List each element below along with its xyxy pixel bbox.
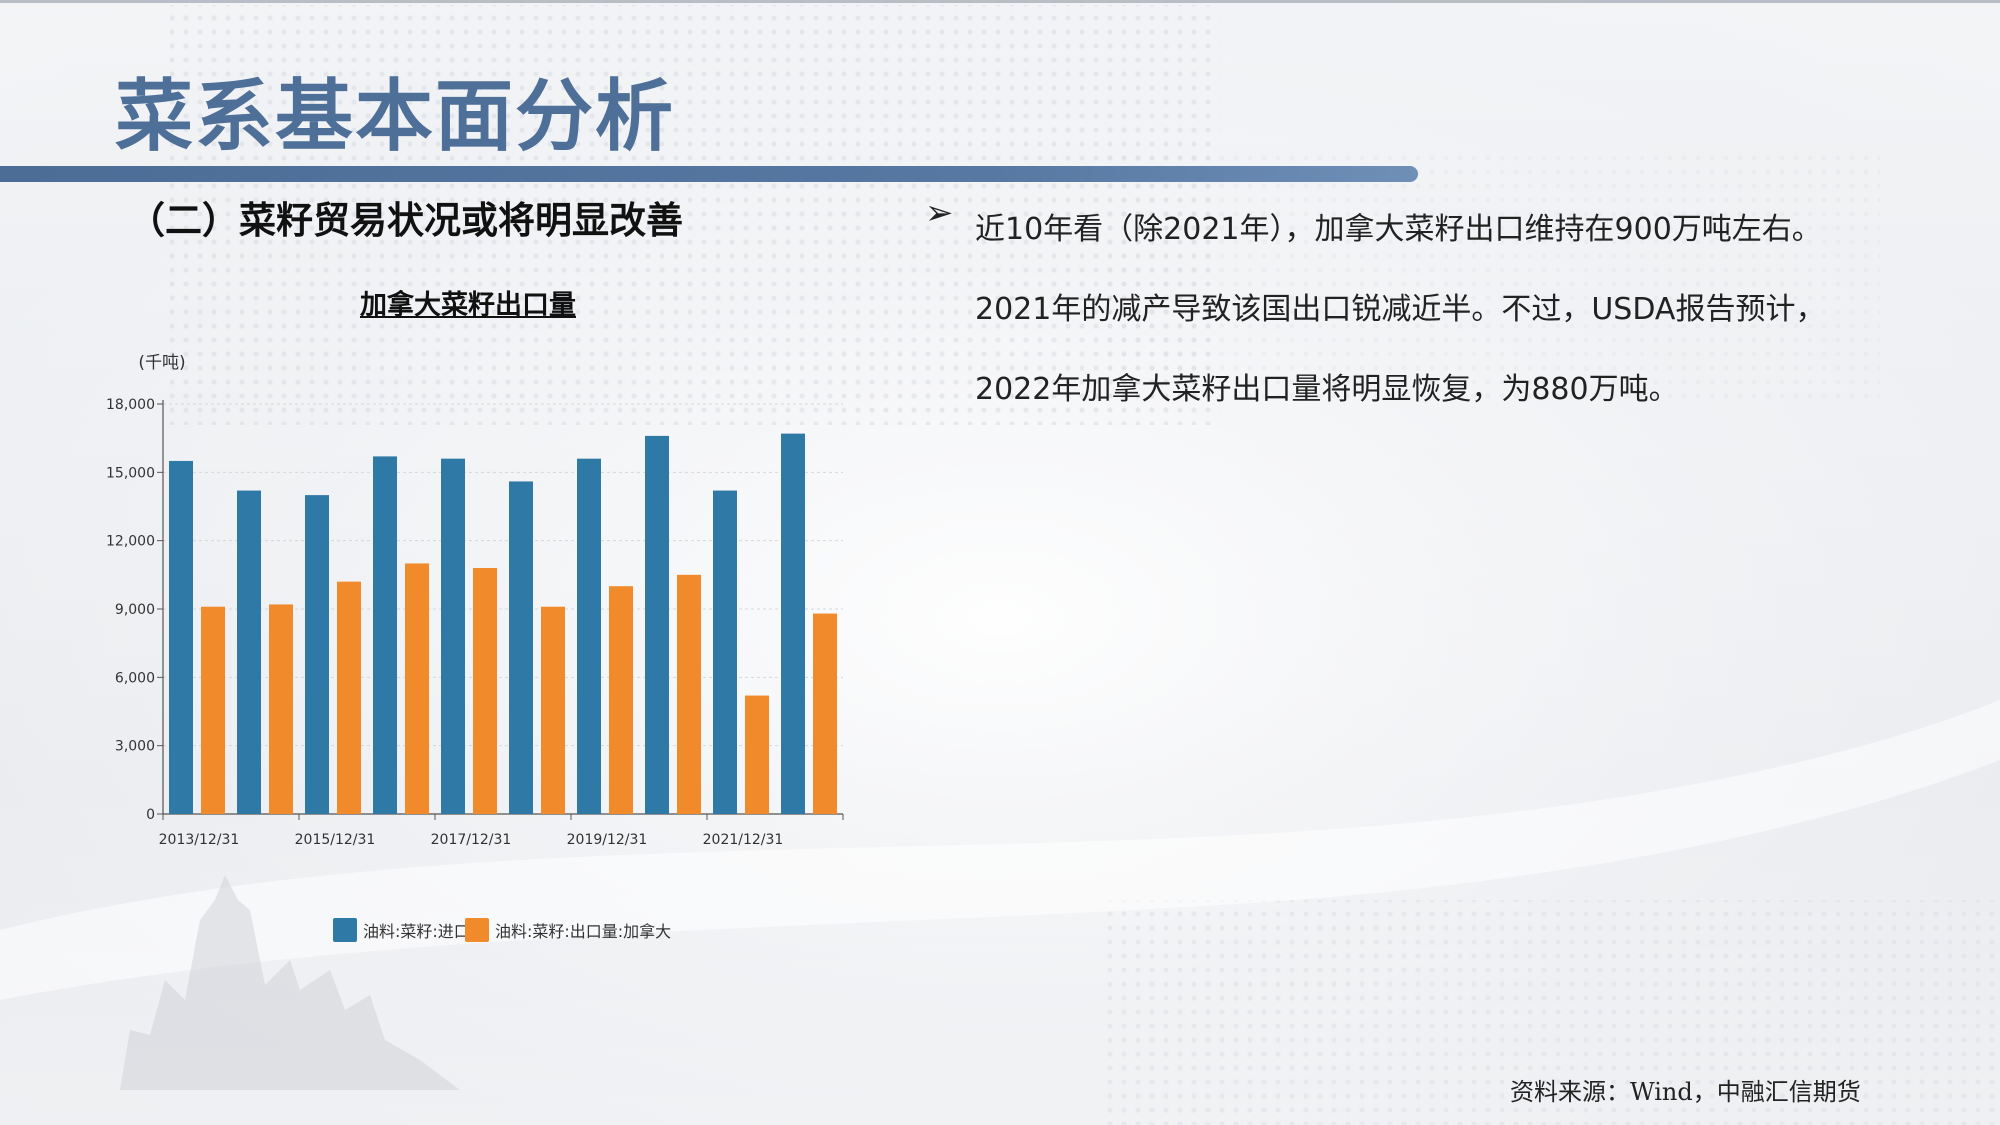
bar-series-1-9 — [781, 433, 805, 814]
y-axis-unit-label: (千吨) — [138, 353, 185, 373]
legend-swatch-2 — [465, 918, 489, 942]
bar-series-1-5 — [509, 481, 533, 814]
bar-series-1-8 — [713, 490, 737, 814]
bar-series-2-3 — [405, 563, 429, 814]
y-tick-label: 6,000 — [115, 670, 155, 686]
y-tick-label: 3,000 — [115, 739, 155, 755]
bar-series-1-7 — [645, 435, 669, 814]
bar-series-2-5 — [541, 606, 565, 814]
paragraph-line-1: 近10年看（除2021年），加拿大菜籽出口维持在900万吨左右。 — [975, 212, 1822, 247]
y-tick-label: 18,000 — [106, 397, 155, 413]
y-tick-label: 9,000 — [115, 602, 155, 618]
bar-series-2-1 — [269, 604, 293, 814]
x-tick-label: 2019/12/31 — [567, 832, 648, 848]
chart-bars — [169, 433, 837, 814]
legend-swatch-1 — [333, 918, 357, 942]
bar-series-2-7 — [677, 574, 701, 814]
bullet-arrow-icon: ➢ — [925, 193, 954, 233]
bar-series-2-9 — [813, 613, 837, 814]
y-tick-label: 15,000 — [106, 465, 155, 481]
top-border-line — [0, 0, 2000, 3]
y-tick-label: 12,000 — [106, 534, 155, 550]
bar-series-2-0 — [201, 606, 225, 814]
bar-series-1-4 — [441, 458, 465, 814]
data-source-note: 资料来源：Wind，中融汇信期货 — [1510, 1078, 1861, 1106]
analysis-paragraph: 近10年看（除2021年），加拿大菜籽出口维持在900万吨左右。 2021年的减… — [975, 190, 1910, 430]
chart-legend: 油料:菜籽:进口量 油料:菜籽:出口量:加拿大 — [333, 918, 671, 942]
x-tick-label: 2017/12/31 — [431, 832, 512, 848]
legend-label-2: 油料:菜籽:出口量:加拿大 — [495, 922, 671, 941]
bar-series-1-6 — [577, 458, 601, 814]
bar-series-2-4 — [473, 568, 497, 814]
bar-series-1-0 — [169, 460, 193, 814]
chart-gridlines — [163, 403, 843, 747]
paragraph-line-2: 2021年的减产导致该国出口锐减近半。不过，USDA报告预计， — [975, 292, 1826, 327]
bar-series-2-2 — [337, 581, 361, 814]
x-tick-label: 2015/12/31 — [295, 832, 376, 848]
bar-series-2-8 — [745, 695, 769, 814]
y-tick-label: 0 — [146, 807, 155, 823]
bar-series-1-1 — [237, 490, 261, 814]
x-tick-label: 2021/12/31 — [703, 832, 784, 848]
paragraph-line-3: 2022年加拿大菜籽出口量将明显恢复，为880万吨。 — [975, 372, 1679, 407]
bar-series-2-6 — [609, 586, 633, 814]
bar-series-1-2 — [305, 495, 329, 814]
bar-series-1-3 — [373, 456, 397, 814]
x-tick-label: 2013/12/31 — [159, 832, 240, 848]
